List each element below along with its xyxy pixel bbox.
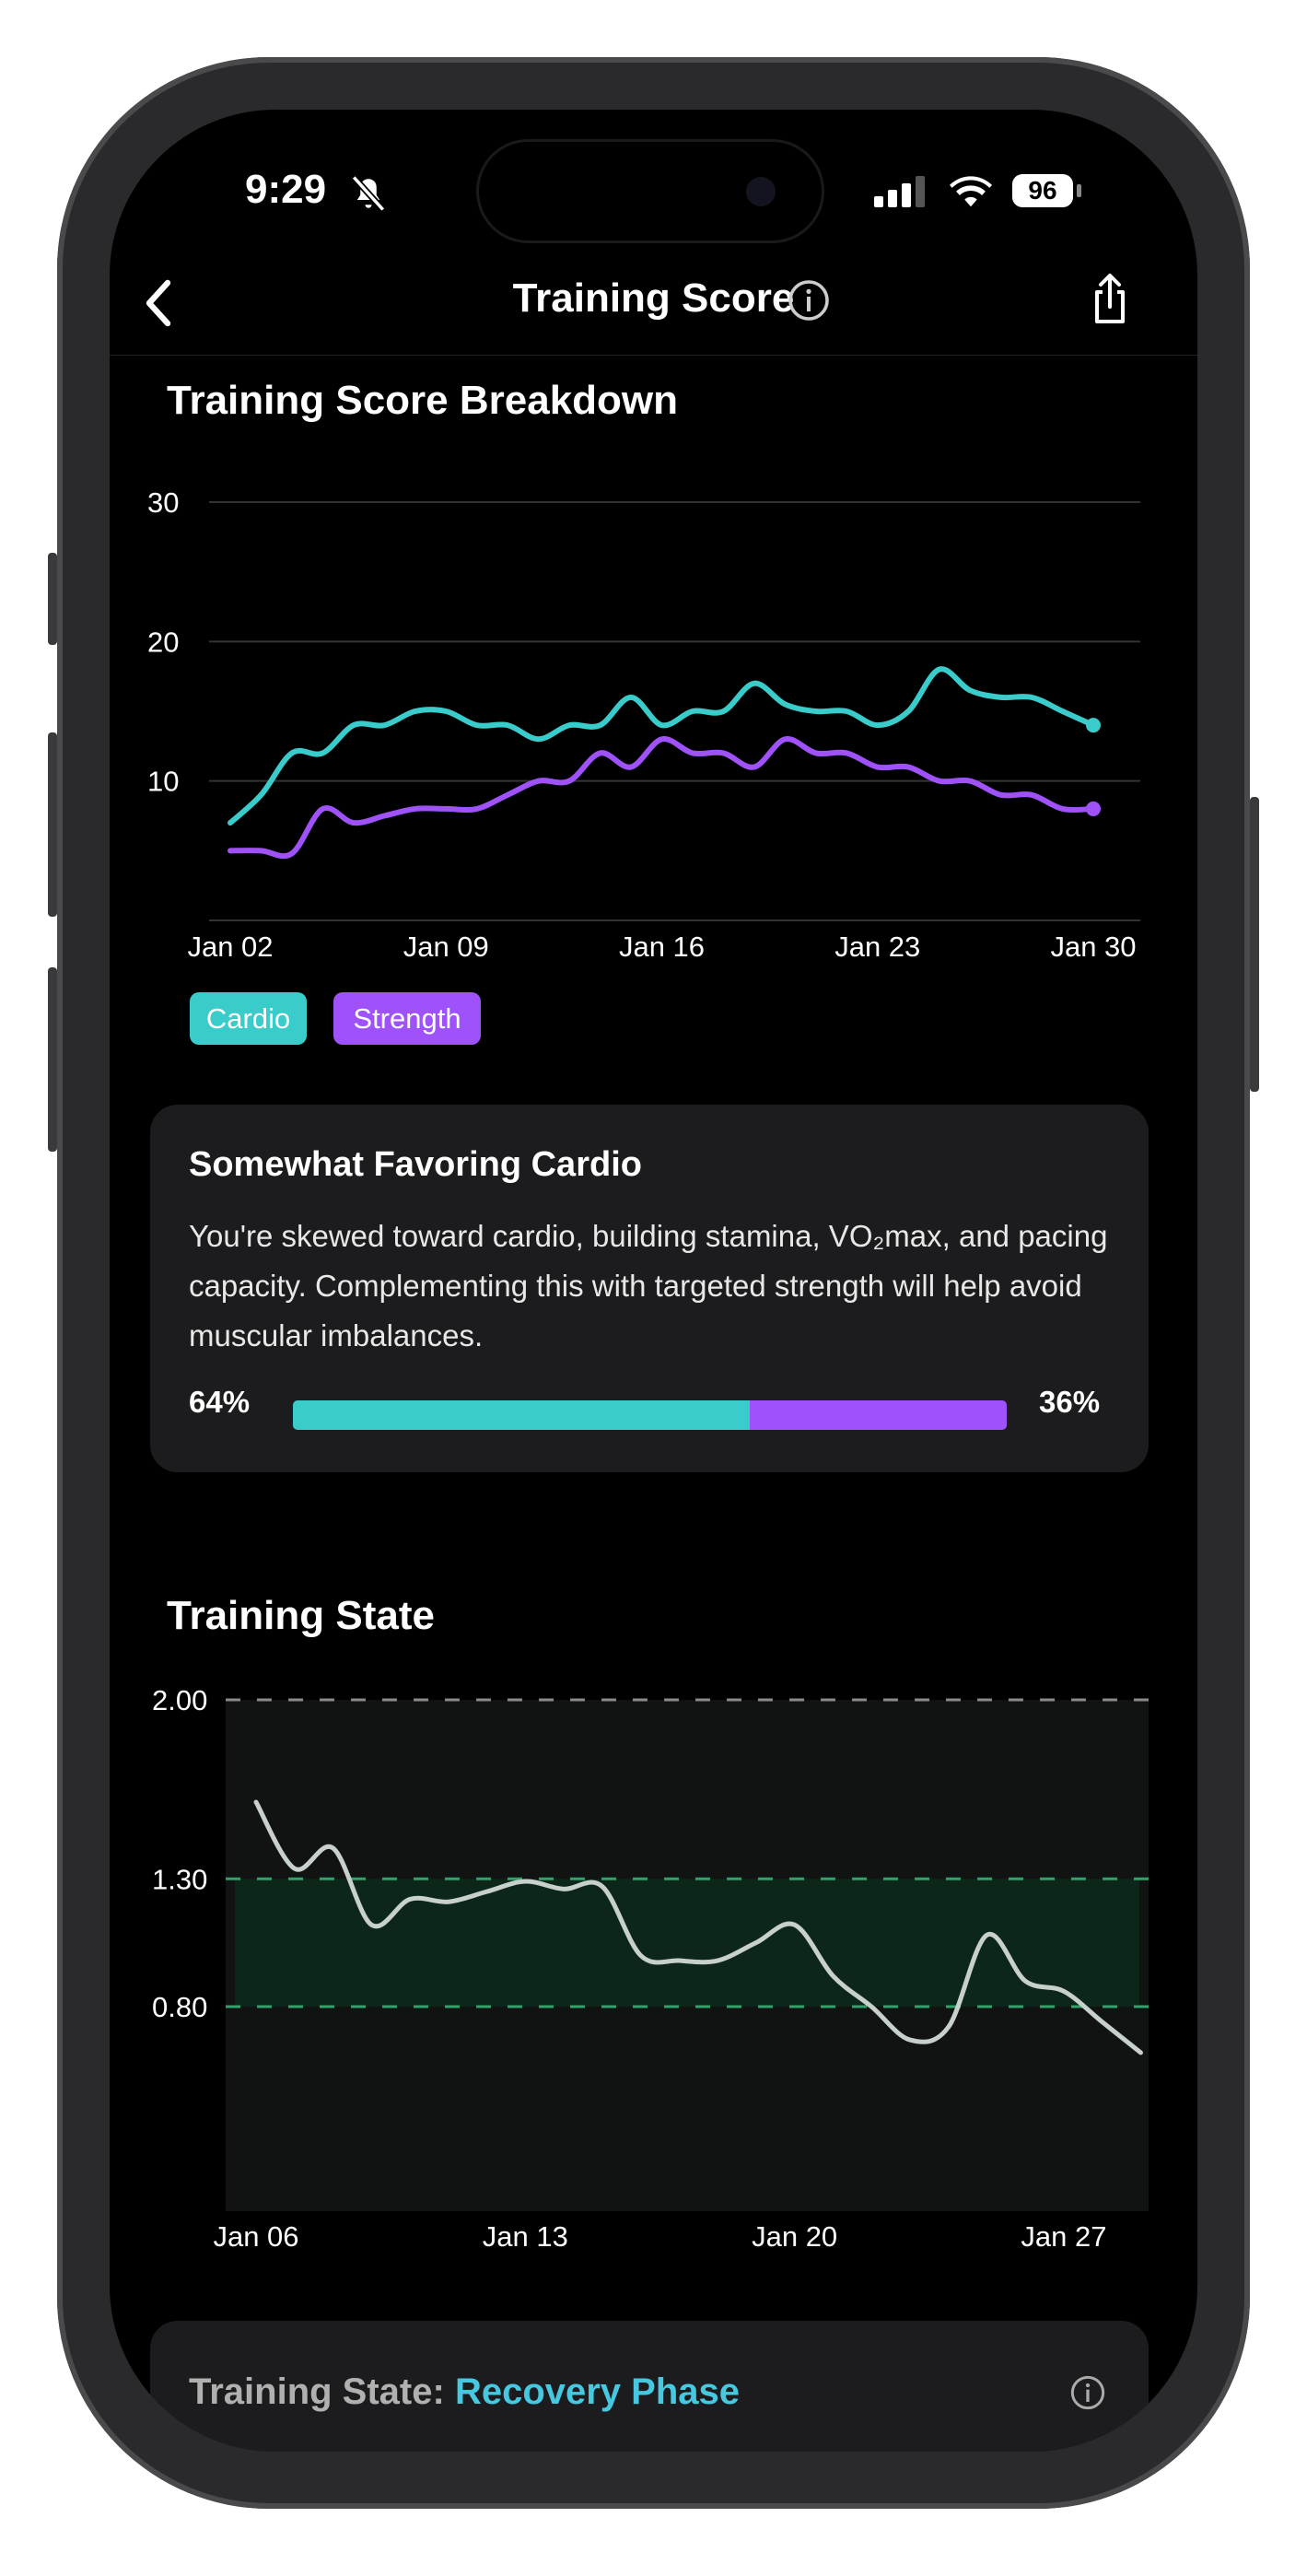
series-line-strength [228,736,1096,860]
balance-title: Somewhat Favoring Cardio [189,1145,642,1184]
balance-description: You're skewed toward cardio, building st… [189,1219,1108,1352]
series-end-point [1086,801,1101,816]
action-button [48,553,57,645]
screen: 9:29 96 Training Score Training Score Br… [110,110,1197,2452]
legend-strength: Strength [333,992,481,1045]
page-title: Training Score [512,275,795,321]
state-label: Training State: [189,2371,445,2412]
dynamic-island [479,142,822,240]
state-row: Training State: Recovery Phase [189,2371,740,2413]
power-button [1250,797,1259,1092]
series-line-cardio [228,666,1096,826]
volume-up-button [48,732,57,917]
cardio-percent: 64% [189,1385,251,1419]
battery-level: 96 [1012,174,1073,207]
chevron-left-icon[interactable] [137,275,183,331]
training-score-chart: 10 20 30 Jan 02 Jan 09 Jan 16 Jan 23 Jan 30 [147,486,1140,963]
battery-cap [1077,184,1081,197]
share-icon[interactable] [1088,272,1132,327]
x-tick-label: Jan 27 [1021,2220,1106,2253]
x-tick-label: Jan 06 [213,2220,298,2253]
breakdown-title: Training Score Breakdown [167,378,679,423]
camera-icon [746,177,776,206]
y-tick-label: 10 [147,766,179,798]
training-state-card[interactable]: Training State: Recovery Phase [150,2321,1149,2452]
x-tick-label: Jan 13 [483,2220,568,2253]
legend-cardio: Cardio [190,992,307,1045]
x-tick-label: Jan 20 [752,2220,837,2253]
info-icon[interactable] [787,278,831,322]
y-tick-label: 0.80 [152,1991,207,2023]
series-end-point [1086,718,1101,733]
x-tick-label: Jan 09 [403,931,489,963]
balance-bar [293,1400,1007,1430]
x-tick-label: Jan 23 [834,931,920,963]
signal-icon [874,176,925,207]
balance-bar-cardio [293,1400,750,1430]
y-tick-label: 1.30 [152,1863,207,1895]
y-tick-label: 20 [147,626,179,658]
strength-percent: 36% [1039,1385,1101,1419]
volume-down-button [48,967,57,1152]
nav-divider [110,355,1197,356]
x-tick-label: Jan 02 [187,931,273,963]
y-tick-label: 30 [147,486,179,519]
balance-bar-strength [750,1400,1007,1430]
info-icon[interactable] [1069,2374,1106,2411]
x-tick-label: Jan 30 [1050,931,1136,963]
series-line [253,1799,1143,2055]
state-value: Recovery Phase [454,2371,741,2412]
y-tick-label: 2.00 [152,1684,207,1716]
training-state-title: Training State [167,1593,435,1638]
optimal-band [235,1879,1139,2007]
wifi-icon [950,176,992,207]
status-time: 9:29 [245,167,327,212]
balance-card: Somewhat Favoring Cardio You're skewed t… [150,1105,1149,1472]
training-state-chart: 0.80 1.30 2.00 Jan 06 Jan 13 Jan 20 Jan 27 [152,1684,1149,2253]
x-tick-label: Jan 16 [619,931,705,963]
bell-slash-icon [351,175,386,212]
